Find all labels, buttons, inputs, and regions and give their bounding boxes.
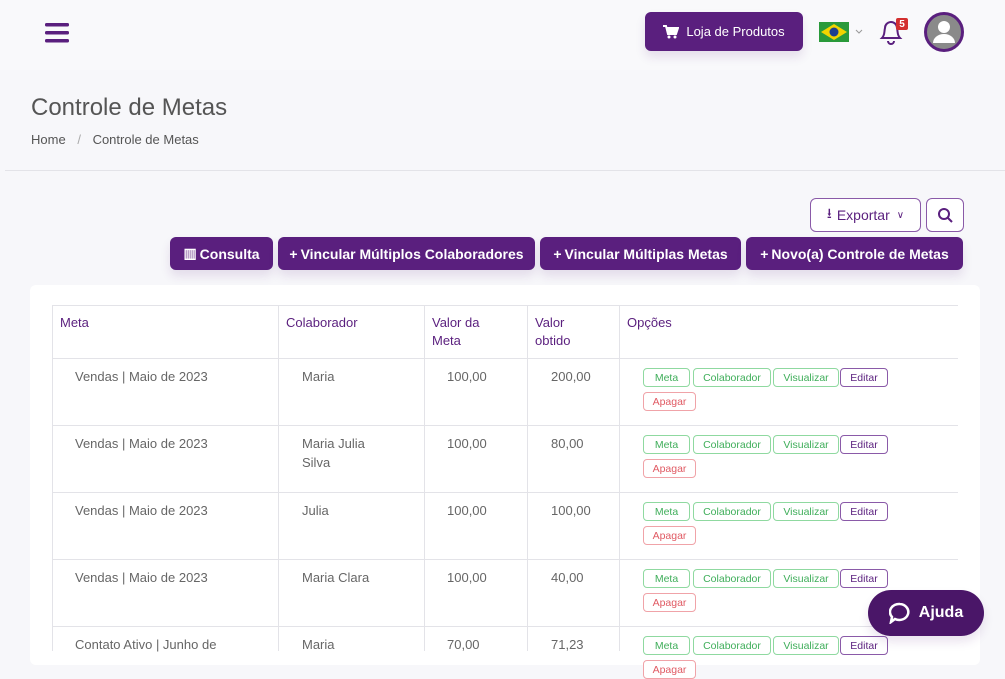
table-cell: Vendas | Maio de 2023 <box>75 436 208 451</box>
action-button[interactable]: Editar <box>840 569 888 588</box>
action-button[interactable]: Visualizar <box>773 636 839 655</box>
action-button[interactable]: Visualizar <box>773 368 839 387</box>
menu-icon[interactable] <box>45 23 69 43</box>
body: Loja de Produtos 5 Controle de Metas Hom… <box>5 12 1005 679</box>
table-cell: 40,00 <box>551 570 584 585</box>
row-border <box>52 358 958 359</box>
action-button[interactable]: Apagar <box>643 526 696 545</box>
action-button[interactable]: Apagar <box>643 593 696 612</box>
action-button[interactable]: Editar <box>840 502 888 521</box>
column-border <box>424 305 425 651</box>
action-button[interactable]: Apagar <box>643 459 696 478</box>
column-border <box>278 305 279 651</box>
store-label: Loja de Produtos <box>686 24 785 39</box>
action-button[interactable]: Visualizar <box>773 502 839 521</box>
bell-icon[interactable]: 5 <box>878 18 908 46</box>
action-button[interactable]: Apagar <box>643 392 696 411</box>
search-button[interactable] <box>926 198 964 232</box>
button-icon: + <box>289 245 298 262</box>
action-button[interactable]: Visualizar <box>773 569 839 588</box>
action-button[interactable]: Visualizar <box>773 435 839 454</box>
toolbar-button[interactable]: ▥ Consulta <box>170 237 273 270</box>
button-icon: ▥ <box>183 245 197 261</box>
action-button[interactable]: Editar <box>840 636 888 655</box>
row-border <box>52 626 958 627</box>
button-label: Vincular Múltiplos Colaboradores <box>300 245 524 262</box>
download-icon: ⭳ <box>826 205 832 221</box>
help-label: Ajuda <box>918 604 964 621</box>
table-cell: 70,00 <box>447 637 480 652</box>
action-button[interactable]: Colaborador <box>693 569 771 588</box>
table-cell: 71,23 <box>551 637 584 652</box>
action-button[interactable]: Meta <box>643 435 690 454</box>
column-header: Valor da Meta <box>432 315 480 348</box>
notification-count: 5 <box>899 19 905 30</box>
table-cell: Julia <box>302 503 329 518</box>
toolbar-button[interactable]: + Vincular Múltiplas Metas <box>540 237 741 270</box>
action-button[interactable]: Meta <box>643 636 690 655</box>
column-header: Meta <box>60 315 89 330</box>
column-border <box>527 305 528 651</box>
table-cell: 100,00 <box>447 503 487 518</box>
table-cell: Maria <box>302 637 335 652</box>
table-cell: 200,00 <box>551 369 591 384</box>
toolbar-button[interactable]: + Vincular Múltiplos Colaboradores <box>278 237 535 270</box>
action-button[interactable]: Colaborador <box>693 636 771 655</box>
action-button[interactable]: Colaborador <box>693 435 771 454</box>
column-header: Valor obtido <box>535 315 571 348</box>
table-cell: 100,00 <box>447 570 487 585</box>
action-button[interactable]: Editar <box>840 368 888 387</box>
table-cell: 100,00 <box>447 436 487 451</box>
action-button[interactable]: Colaborador <box>693 502 771 521</box>
button-icon: + <box>553 245 562 262</box>
breadcrumb: Home / Controle de Metas <box>31 132 199 147</box>
export-button[interactable]: ⭳ Exportar ∨ <box>810 198 921 232</box>
table-cell: 100,00 <box>447 369 487 384</box>
button-label: Novo(a) Controle de Metas <box>771 245 949 262</box>
row-border <box>52 559 958 560</box>
table-cell: Vendas | Maio de 2023 <box>75 503 208 518</box>
search-icon <box>938 208 953 223</box>
table-cell: Contato Ativo | Junho de <box>75 637 217 652</box>
help-button[interactable]: Ajuda <box>868 590 984 636</box>
action-button[interactable]: Meta <box>643 502 690 521</box>
caret: ∨ <box>896 209 905 221</box>
toolbar-button[interactable]: + Novo(a) Controle de Metas <box>746 237 963 270</box>
table-cell: Vendas | Maio de 2023 <box>75 570 208 585</box>
action-button[interactable]: Apagar <box>643 660 696 679</box>
button-label: Consulta <box>199 245 260 262</box>
divider <box>5 170 1005 171</box>
table-cell: Maria <box>302 369 335 384</box>
table-cell: Maria Clara <box>302 570 370 585</box>
button-icon: + <box>760 245 769 262</box>
breadcrumb-separator: / <box>77 132 81 147</box>
avatar[interactable] <box>924 12 964 52</box>
breadcrumb-current: Controle de Metas <box>92 132 199 147</box>
table-cell: 100,00 <box>551 503 591 518</box>
action-button[interactable]: Editar <box>840 435 888 454</box>
page: Controle de Metas {"header": {"store_but… <box>5 12 1005 679</box>
table-cell: Maria Julia Silva <box>302 436 365 470</box>
action-button[interactable]: Meta <box>643 368 690 387</box>
button-label: Vincular Múltiplas Metas <box>564 245 728 262</box>
cart-icon <box>663 24 680 38</box>
row-border <box>52 492 958 493</box>
action-button[interactable]: Meta <box>643 569 690 588</box>
table-cell: Vendas | Maio de 2023 <box>75 369 208 384</box>
table-card <box>30 285 980 665</box>
chat-icon <box>888 602 910 624</box>
column-border <box>52 305 53 651</box>
table-border <box>52 305 958 306</box>
table-cell: 80,00 <box>551 436 584 451</box>
column-border <box>619 305 620 651</box>
column-header: Colaborador <box>286 315 358 330</box>
row-border <box>52 425 958 426</box>
breadcrumb-link[interactable]: Home <box>31 132 66 147</box>
store-button[interactable]: Loja de Produtos <box>645 12 803 51</box>
column-header: Opções <box>627 315 672 330</box>
page-title: Controle de Metas <box>31 94 228 121</box>
action-button[interactable]: Colaborador <box>693 368 771 387</box>
language-flag[interactable] <box>819 22 865 42</box>
export-label: Exportar <box>836 207 890 223</box>
